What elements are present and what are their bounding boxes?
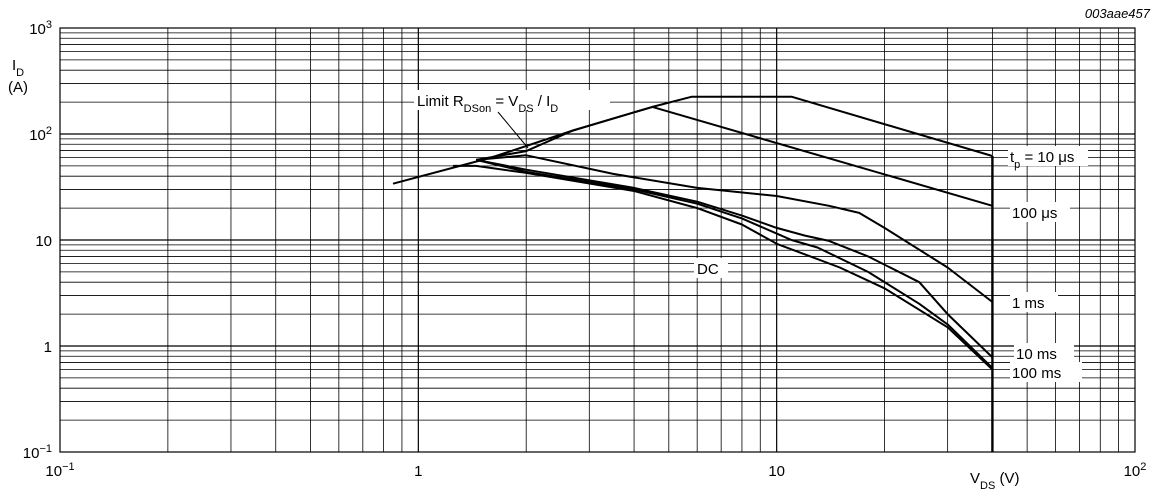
series-line-2: [476, 154, 994, 303]
label-100us: 100 μs: [1010, 202, 1070, 222]
svg-text:100 ms: 100 ms: [1012, 365, 1061, 382]
figure-code: 003aae457: [1085, 6, 1151, 21]
y-axis-label: ID: [12, 57, 24, 79]
svg-text:DC: DC: [697, 261, 719, 278]
plot-frame: [59, 27, 1136, 453]
limit-label-bg: [414, 90, 610, 110]
svg-text:tp = 10 μs: tp = 10 μs: [1010, 149, 1074, 171]
limit-leader-line: [497, 111, 529, 149]
y-tick-labels: 10−1 1 10 102 103: [23, 19, 52, 462]
y-tick-label: 10−1: [23, 443, 52, 462]
label-dc: DC: [694, 258, 728, 278]
x-tick-label: 102: [1124, 461, 1147, 480]
series-group: [392, 95, 994, 452]
series-line-3: [476, 158, 994, 359]
label-100ms: 100 ms: [1010, 362, 1082, 382]
series-line-1: [476, 105, 993, 207]
x-tick-labels: 10−1 1 10 102: [45, 461, 1146, 480]
svg-text:1 ms: 1 ms: [1012, 295, 1045, 312]
limit-rdson-annotation: Limit RDSon = VDS / ID: [417, 93, 558, 115]
y-tick-label: 1: [44, 339, 52, 356]
x-tick-label: 10: [768, 463, 785, 480]
x-axis-label: VDS (V): [970, 470, 1019, 491]
svg-text:10 ms: 10 ms: [1016, 346, 1057, 363]
y-axis-unit: (A): [8, 79, 28, 96]
x-tick-label: 10−1: [45, 461, 74, 480]
x-tick-label: 1: [414, 463, 422, 480]
svg-text:100 μs: 100 μs: [1012, 205, 1057, 222]
series-line-4: [475, 158, 994, 369]
y-tick-label: 10: [35, 233, 52, 250]
label-10ms: 10 ms: [1014, 343, 1074, 363]
label-tp-10us: tp = 10 μs: [1008, 146, 1088, 171]
y-tick-label: 102: [29, 125, 52, 144]
series-line-5: [453, 164, 994, 371]
y-tick-label: 103: [29, 19, 52, 38]
label-1ms: 1 ms: [1010, 292, 1058, 312]
